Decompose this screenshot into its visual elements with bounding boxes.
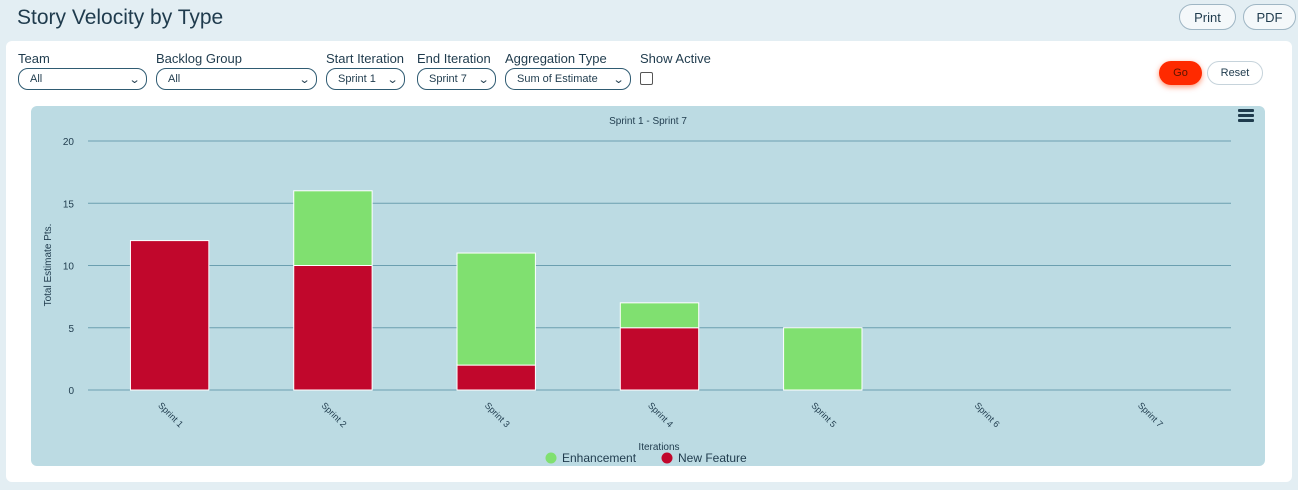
chevron-down-icon: ⌄ [477, 73, 490, 86]
legend-marker [661, 452, 673, 464]
y-tick-label: 15 [63, 199, 75, 210]
print-button[interactable]: Print [1179, 4, 1236, 30]
chevron-down-icon: ⌄ [298, 73, 311, 86]
report-panel: Team All ⌄ Backlog Group All ⌄ Start Ite… [6, 41, 1292, 482]
chart-menu-icon[interactable] [1238, 109, 1254, 123]
y-tick-label: 10 [63, 262, 75, 273]
x-tick-label: Sprint 5 [809, 400, 838, 429]
end-iteration-select[interactable]: Sprint 7 ⌄ [417, 68, 496, 90]
y-tick-label: 20 [63, 137, 75, 148]
bar-segment [456, 364, 536, 391]
bar-segment [619, 302, 700, 329]
chart-title: Sprint 1 - Sprint 7 [609, 116, 687, 127]
reset-button[interactable]: Reset [1207, 61, 1263, 85]
backlog-group-select-value: All [168, 73, 181, 85]
backlog-group-select[interactable]: All ⌄ [156, 68, 317, 90]
bar-segment [293, 190, 373, 266]
y-axis-label: Total Estimate Pts. [43, 224, 54, 307]
aggregation-type-select[interactable]: Sum of Estimate ⌄ [505, 68, 631, 90]
team-select[interactable]: All ⌄ [18, 68, 147, 90]
aggregation-type-select-value: Sum of Estimate [517, 73, 598, 85]
bar-segment [619, 327, 700, 391]
page-title: Story Velocity by Type [17, 6, 224, 29]
x-tick-label: Sprint 2 [320, 400, 349, 429]
backlog-group-label: Backlog Group [156, 51, 242, 66]
chevron-down-icon: ⌄ [612, 73, 625, 86]
backlog-group-filter: Backlog Group All ⌄ [156, 51, 317, 90]
end-iteration-filter: End Iteration Sprint 7 ⌄ [417, 51, 496, 90]
team-select-value: All [30, 73, 43, 85]
show-active-label: Show Active [640, 51, 711, 66]
chevron-down-icon: ⌄ [128, 73, 141, 86]
show-active-checkbox[interactable] [640, 72, 653, 85]
x-tick-label: Sprint 1 [156, 400, 185, 429]
team-label: Team [18, 51, 50, 66]
legend-label: Enhancement [562, 451, 637, 465]
x-tick-label: Sprint 4 [646, 400, 675, 429]
y-tick-label: 5 [68, 324, 74, 335]
x-tick-label: Sprint 3 [483, 400, 512, 429]
start-iteration-filter: Start Iteration Sprint 1 ⌄ [326, 51, 405, 90]
pdf-button[interactable]: PDF [1243, 4, 1296, 30]
x-tick-label: Sprint 6 [973, 400, 1002, 429]
aggregation-type-filter: Aggregation Type Sum of Estimate ⌄ [505, 51, 631, 90]
chevron-down-icon: ⌄ [386, 73, 399, 86]
bar-segment [129, 240, 210, 391]
go-button[interactable]: Go [1159, 61, 1202, 85]
end-iteration-label: End Iteration [417, 51, 491, 66]
show-active-filter: Show Active [640, 51, 720, 85]
chart-svg: 0 5 10 15 20 Sprint 1 Sprint 2 Sprint 3 Sprint 4… [43, 116, 1231, 465]
chart-area: 0 5 10 15 20 Sprint 1 Sprint 2 Sprint 3 Sprint 4… [31, 106, 1265, 466]
start-iteration-select-value: Sprint 1 [338, 73, 376, 85]
bar-segment [456, 252, 536, 366]
legend-label: New Feature [678, 451, 747, 465]
legend-marker [545, 452, 557, 464]
end-iteration-select-value: Sprint 7 [429, 73, 467, 85]
bar-segment [783, 327, 863, 391]
start-iteration-label: Start Iteration [326, 51, 405, 66]
start-iteration-select[interactable]: Sprint 1 ⌄ [326, 68, 405, 90]
aggregation-type-label: Aggregation Type [505, 51, 607, 66]
y-tick-label: 0 [68, 386, 74, 397]
bar-segment [293, 265, 373, 391]
x-axis-label: Iterations [638, 442, 679, 453]
team-filter: Team All ⌄ [18, 51, 147, 90]
x-tick-label: Sprint 7 [1136, 400, 1165, 429]
